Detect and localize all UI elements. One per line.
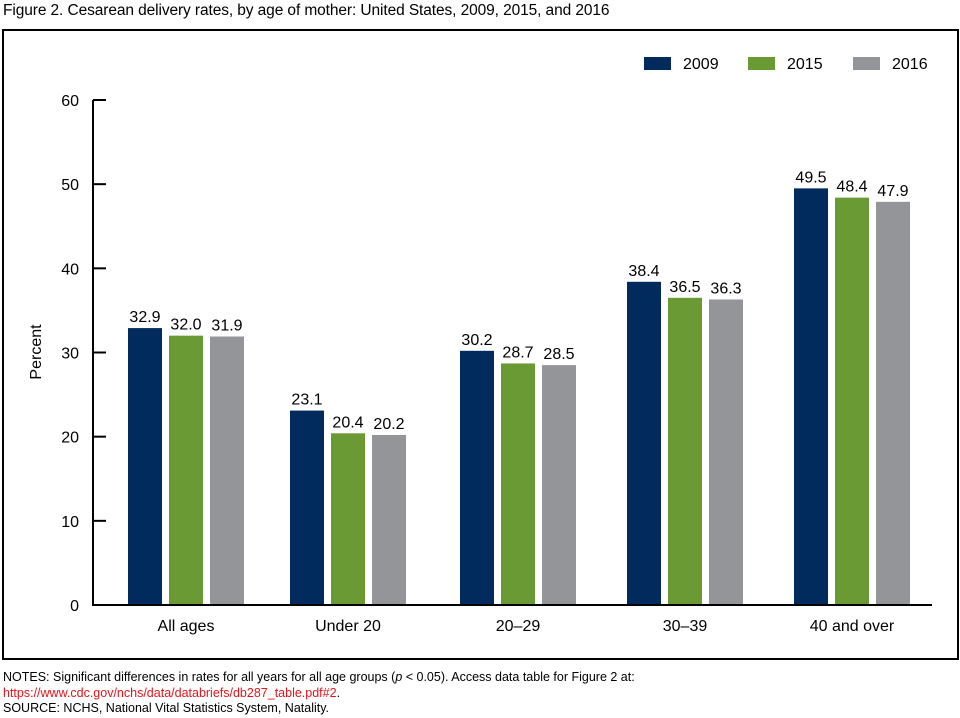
data-label: 48.4	[836, 179, 867, 196]
y-axis: 0 10 20 30 40 50 60	[61, 93, 106, 615]
y-tick-label: 50	[61, 177, 79, 194]
bar-2016	[876, 201, 910, 605]
legend-item-2009: 2009	[644, 56, 719, 73]
legend-label: 2015	[787, 56, 823, 73]
x-tick-label: 30–39	[663, 618, 708, 635]
x-tick-label: 20–29	[496, 618, 541, 635]
bar-2009	[627, 281, 661, 605]
notes-text-suffix: < 0.05). Access data table for Figure 2 …	[402, 670, 635, 684]
bar-2009	[794, 188, 828, 605]
bar-2015	[668, 297, 702, 605]
bar-2009	[290, 410, 324, 605]
bar-2016	[372, 434, 406, 605]
legend-item-2016: 2016	[853, 56, 928, 73]
bar-2009	[128, 328, 162, 605]
y-tick-label: 10	[61, 514, 79, 531]
data-label: 23.1	[291, 392, 322, 409]
y-tick-label: 20	[61, 430, 79, 447]
data-label: 32.9	[129, 309, 160, 326]
notes-text-prefix: NOTES: Significant differences in rates …	[3, 670, 396, 684]
bar-2015	[501, 363, 535, 605]
y-axis-label: Percent	[28, 324, 45, 380]
bar-2016	[709, 299, 743, 605]
bar-2015	[835, 197, 869, 605]
data-label: 49.5	[795, 169, 826, 186]
data-label: 47.9	[877, 183, 908, 200]
data-label: 28.7	[502, 344, 533, 361]
legend-item-2015: 2015	[748, 56, 823, 73]
figure-title: Figure 2. Cesarean delivery rates, by ag…	[3, 2, 610, 19]
bar-2009	[460, 350, 494, 605]
legend: 2009 2015 2016	[644, 56, 928, 73]
legend-label: 2009	[683, 56, 719, 73]
y-tick-label: 40	[61, 261, 79, 278]
bar-group: 32.9 32.0 31.9	[128, 309, 244, 605]
x-tick-label: 40 and over	[810, 618, 895, 635]
bar-group: 38.4 36.5 36.3	[627, 263, 743, 605]
bar-2016	[210, 336, 244, 605]
notes: NOTES: Significant differences in rates …	[3, 670, 635, 717]
data-label: 31.9	[211, 318, 242, 335]
bar-2016	[542, 365, 576, 605]
y-tick-label: 30	[61, 346, 79, 363]
bar-2015	[169, 335, 203, 605]
notes-link-suffix: .	[336, 685, 341, 700]
data-label: 36.5	[669, 279, 700, 296]
data-table-link[interactable]: https://www.cdc.gov/nchs/data/databriefs…	[3, 685, 337, 700]
x-tick-label: All ages	[158, 618, 215, 635]
data-label: 36.3	[710, 280, 741, 297]
y-tick-label: 0	[70, 598, 79, 615]
bars: 32.9 32.0 31.9 23.1 20.4 20.2 30.2 28.7 28.5 38.4…	[128, 169, 910, 605]
bar-2015	[331, 433, 365, 605]
data-label: 20.4	[332, 414, 363, 431]
legend-swatch	[644, 57, 671, 70]
bar-group: 49.5 48.4 47.9	[794, 169, 910, 605]
data-label: 38.4	[628, 263, 659, 280]
notes-link-line: https://www.cdc.gov/nchs/data/databriefs…	[3, 686, 635, 702]
bar-group: 30.2 28.7 28.5	[460, 332, 576, 605]
legend-swatch	[748, 57, 775, 70]
chart-frame	[2, 29, 959, 660]
notes-line: NOTES: Significant differences in rates …	[3, 670, 635, 686]
bar-group: 23.1 20.4 20.2	[290, 392, 406, 605]
data-label: 20.2	[373, 416, 404, 433]
x-tick-label: Under 20	[315, 618, 381, 635]
y-tick-label: 60	[61, 93, 79, 110]
notes-p-italic: p	[395, 670, 403, 684]
data-label: 30.2	[461, 332, 492, 349]
data-label: 32.0	[170, 317, 201, 334]
source-line: SOURCE: NCHS, National Vital Statistics …	[3, 701, 330, 715]
x-axis: All ages Under 20 20–29 30–39 40 and over	[92, 604, 932, 635]
data-label: 28.5	[543, 346, 574, 363]
legend-label: 2016	[892, 56, 928, 73]
legend-swatch	[853, 57, 880, 70]
